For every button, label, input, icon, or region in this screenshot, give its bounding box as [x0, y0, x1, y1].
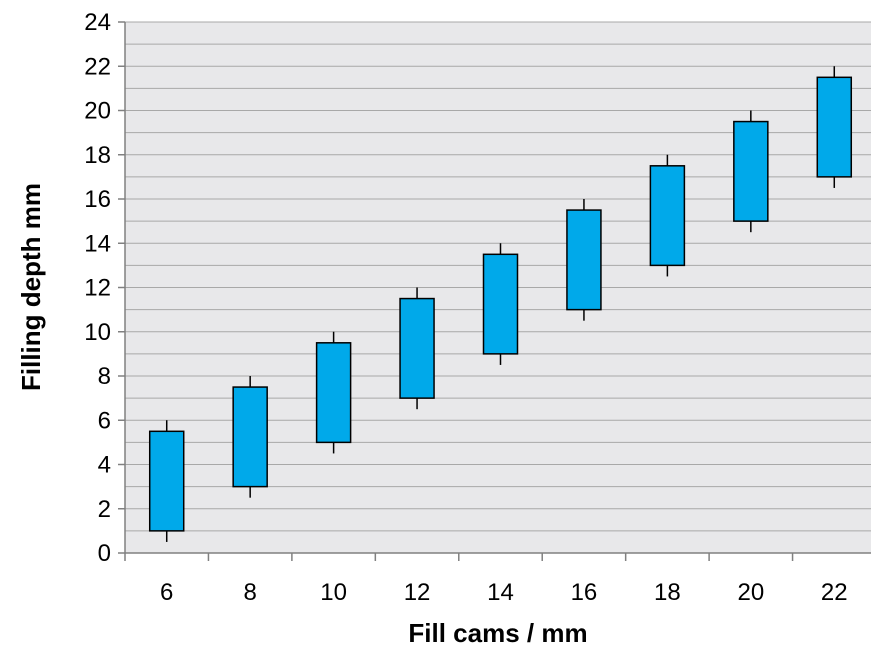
x-tick-label: 8	[243, 579, 256, 606]
box-20	[733, 110, 769, 233]
y-tick-label: 12	[84, 275, 111, 302]
y-tick-label: 2	[98, 496, 111, 523]
boxes	[148, 66, 853, 542]
y-tick-label: 16	[84, 186, 111, 213]
y-tick-label: 14	[84, 230, 111, 257]
x-axis: 6 8 10 12 14 16 18 20 22	[124, 552, 871, 606]
y-tick-label: 8	[98, 363, 111, 390]
x-tick-label: 6	[160, 579, 173, 606]
x-tick-label: 12	[404, 579, 431, 606]
box-22	[816, 66, 853, 188]
y-tick-label: 22	[84, 53, 111, 80]
box-6	[148, 420, 185, 542]
y-tick-label: 4	[98, 452, 111, 479]
y-tick-label: 18	[84, 142, 111, 169]
box-body	[649, 165, 686, 267]
y-tick-label: 6	[98, 407, 111, 434]
box-body	[566, 209, 602, 311]
x-tick-label: 22	[821, 579, 848, 606]
x-tick-label: 10	[320, 579, 347, 606]
box-14	[482, 243, 519, 365]
y-tick-label: 20	[84, 98, 111, 125]
box-12	[399, 287, 435, 410]
box-body	[733, 120, 769, 222]
y-tick-label: 24	[84, 9, 111, 36]
y-tick-label: 10	[84, 319, 111, 346]
box-body	[232, 386, 268, 488]
box-body	[816, 76, 853, 178]
box-16	[566, 199, 602, 321]
x-tick-label: 14	[487, 579, 514, 606]
box-body	[482, 253, 519, 355]
x-tick-label: 20	[737, 579, 764, 606]
box-body	[148, 430, 185, 532]
y-tick-label: 0	[98, 540, 111, 567]
x-tick-label: 18	[654, 579, 681, 606]
box-8	[232, 376, 268, 498]
box-body	[399, 297, 435, 399]
y-axis-title: Filling depth mm	[16, 183, 46, 391]
box-18	[649, 154, 686, 277]
x-tick-label: 16	[571, 579, 598, 606]
box-body	[315, 342, 352, 444]
box-10	[315, 331, 352, 454]
x-axis-title: Fill cams / mm	[408, 618, 587, 648]
